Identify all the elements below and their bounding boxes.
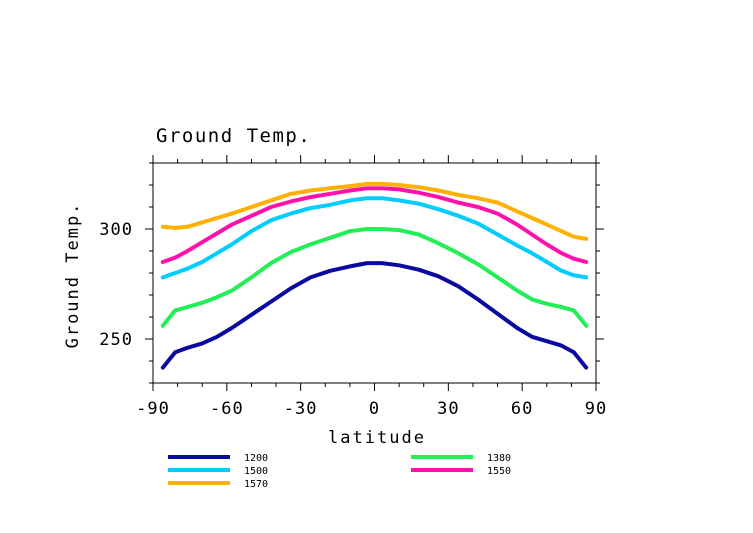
y-tick-label: 300: [99, 220, 133, 240]
y-axis-label: Ground Temp.: [63, 202, 83, 349]
legend-label-1550: 1550: [487, 466, 511, 477]
x-tick-label: 0: [369, 399, 380, 419]
series-line-1380: [160, 227, 589, 328]
x-tick-label: -60: [210, 399, 244, 419]
tick-labels: -90 -60 -30 0 30 60 90 250 300: [99, 220, 607, 419]
legend: 1200 1500 1570 1380 1550: [168, 453, 511, 490]
x-tick-label: -90: [136, 399, 170, 419]
x-axis-label: latitude: [328, 428, 426, 448]
series-lines: [160, 181, 589, 370]
series-line-1550: [160, 186, 589, 264]
chart-title: Ground Temp.: [156, 125, 311, 147]
legend-label-1200: 1200: [244, 453, 268, 464]
x-tick-label: -30: [284, 399, 318, 419]
x-tick-label: 30: [437, 399, 459, 419]
plot-frame: [152, 162, 597, 384]
y-tick-label: 250: [99, 330, 133, 350]
legend-label-1380: 1380: [487, 453, 511, 464]
series-line-1570: [160, 181, 589, 241]
x-tick-label: 60: [511, 399, 533, 419]
series-line-1500: [160, 196, 589, 280]
legend-label-1500: 1500: [244, 466, 268, 477]
series-line-1200: [160, 261, 589, 370]
x-tick-label: 90: [585, 399, 607, 419]
axis-ticks: [145, 155, 604, 391]
legend-label-1570: 1570: [244, 479, 268, 490]
